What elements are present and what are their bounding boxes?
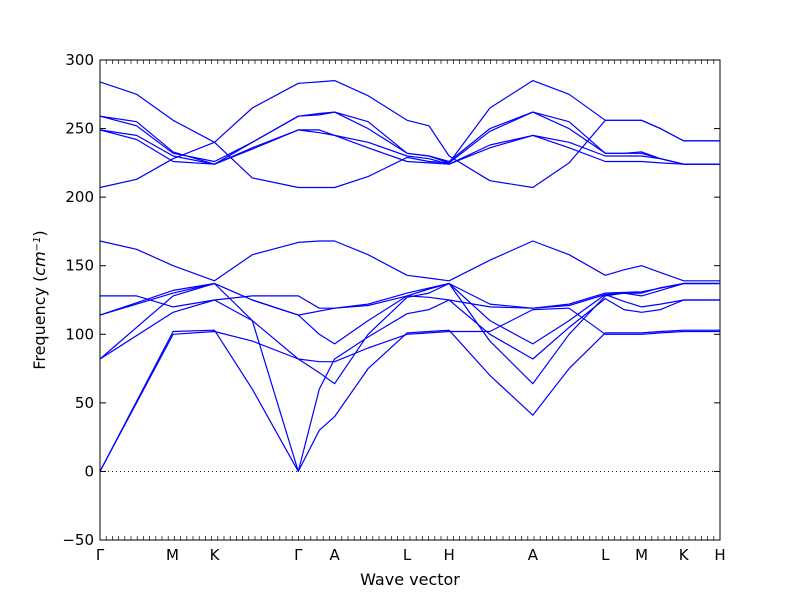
- x-tick-label: M: [635, 546, 648, 564]
- y-tick-label: −50: [62, 531, 94, 549]
- y-axis-ticks: −50 0 50 100 150 200 250 300: [62, 51, 720, 549]
- band-line-14: [99, 111, 720, 165]
- y-tick-label: 150: [65, 257, 94, 275]
- band-line-8: [99, 240, 720, 282]
- y-tick-label: 200: [65, 188, 94, 206]
- x-tick-label: L: [403, 546, 412, 564]
- x-tick-label: K: [210, 546, 221, 564]
- y-tick-label: 250: [65, 120, 94, 138]
- x-tick-label: A: [329, 546, 340, 564]
- y-tick-label: 100: [65, 325, 94, 343]
- x-tick-label: L: [601, 546, 610, 564]
- band-line-7: [99, 282, 720, 316]
- y-axis-label: Frequency (cm−1): [30, 230, 49, 369]
- band-line-2: [99, 329, 720, 472]
- band-line-6: [100, 293, 720, 309]
- band-line-13: [99, 129, 720, 165]
- plot-area: [99, 80, 720, 472]
- band-line-9: [99, 80, 720, 189]
- x-tick-label: Γ: [294, 546, 303, 564]
- band-line-12: [99, 129, 720, 165]
- y-tick-label: 300: [65, 51, 94, 69]
- band-line-3: [99, 298, 720, 472]
- x-tick-label: H: [443, 546, 454, 564]
- x-tick-label: K: [679, 546, 690, 564]
- band-line-10: [99, 80, 720, 189]
- x-tick-label: Γ: [96, 546, 105, 564]
- band-line-4: [99, 282, 720, 385]
- x-axis-label: Wave vector: [360, 570, 460, 589]
- x-tick-label: M: [166, 546, 179, 564]
- plot-frame: [99, 59, 721, 541]
- y-tick-label: 0: [84, 462, 94, 480]
- x-tick-label: H: [714, 546, 725, 564]
- y-tick-label: 50: [75, 394, 94, 412]
- x-tick-label: A: [528, 546, 539, 564]
